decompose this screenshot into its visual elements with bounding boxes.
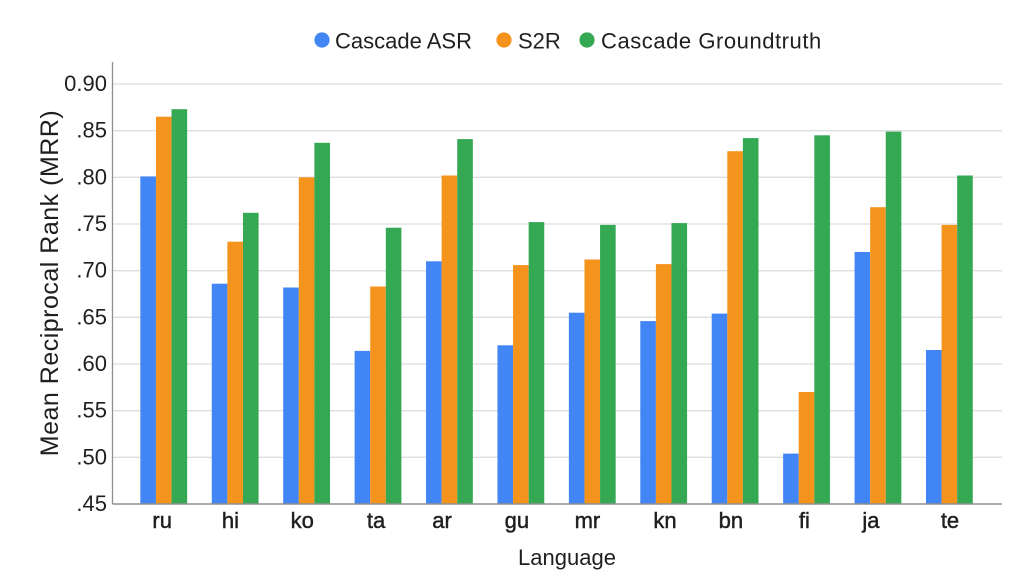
svg-text:ru: ru xyxy=(152,508,172,533)
svg-text:.55: .55 xyxy=(76,398,107,423)
svg-text:.65: .65 xyxy=(76,304,107,329)
svg-text:.75: .75 xyxy=(76,211,107,236)
svg-text:Mean Reciprocal Rank (MRR): Mean Reciprocal Rank (MRR) xyxy=(36,110,64,456)
svg-text:0.90: 0.90 xyxy=(64,71,107,96)
svg-text:Cascade Groundtruth: Cascade Groundtruth xyxy=(601,29,822,54)
svg-text:kn: kn xyxy=(653,508,676,533)
svg-text:te: te xyxy=(941,508,959,533)
svg-text:gu: gu xyxy=(505,508,529,533)
svg-text:ja: ja xyxy=(861,508,880,533)
svg-text:.60: .60 xyxy=(76,351,107,376)
svg-text:Cascade ASR: Cascade ASR xyxy=(335,29,472,54)
svg-text:ar: ar xyxy=(432,508,452,533)
svg-text:bn: bn xyxy=(719,508,743,533)
svg-text:.50: .50 xyxy=(76,444,107,469)
svg-text:.80: .80 xyxy=(76,164,107,189)
svg-text:ta: ta xyxy=(367,508,386,533)
svg-text:S2R: S2R xyxy=(518,29,561,54)
svg-text:.45: .45 xyxy=(76,491,107,516)
svg-text:fi: fi xyxy=(799,508,810,533)
svg-text:.70: .70 xyxy=(76,258,107,283)
svg-text:Language: Language xyxy=(518,545,616,570)
svg-text:mr: mr xyxy=(575,508,601,533)
svg-text:.85: .85 xyxy=(76,118,107,143)
svg-text:hi: hi xyxy=(222,508,239,533)
svg-text:ko: ko xyxy=(291,508,314,533)
